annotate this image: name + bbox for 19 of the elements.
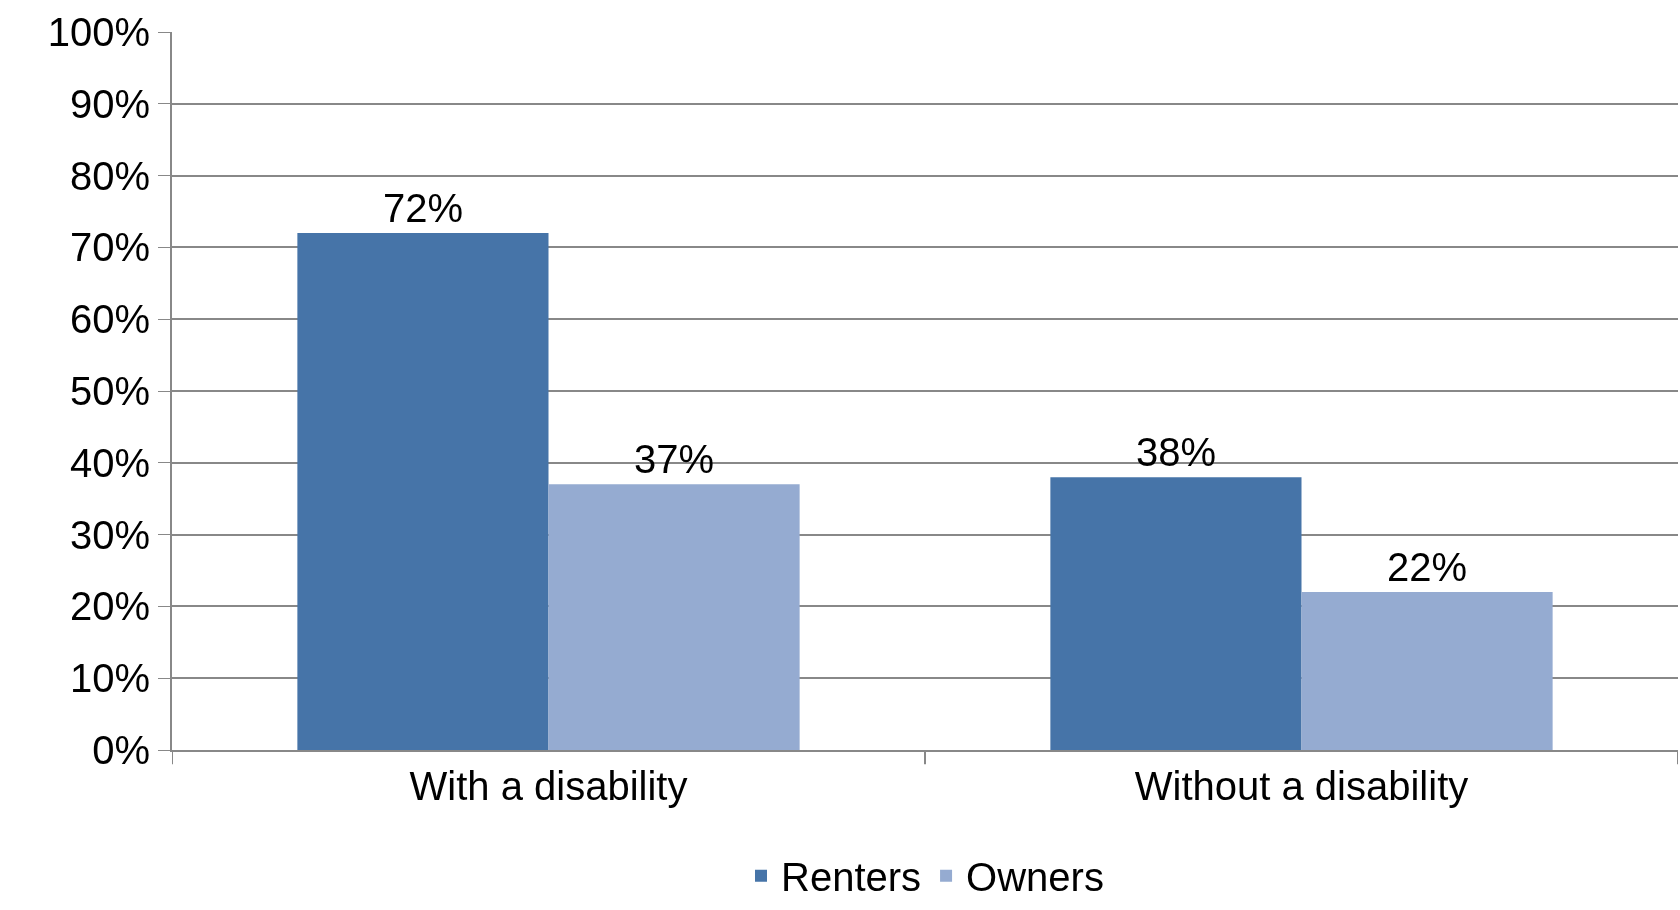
y-tick-label: 0% (92, 728, 150, 772)
y-tick-label: 30% (69, 512, 150, 557)
x-tick-label: With a disability (409, 764, 688, 808)
y-tick-label: 40% (69, 440, 150, 485)
y-tick-label: 10% (69, 656, 150, 701)
y-tick-label: 90% (69, 81, 150, 126)
data-label: 72% (382, 186, 463, 231)
legend-label: Renters (781, 855, 922, 900)
y-tick-label: 70% (69, 225, 150, 270)
data-label: 38% (1135, 430, 1216, 475)
y-tick-label: 100% (47, 10, 150, 54)
legend-label: Owners (966, 855, 1104, 900)
data-label: 37% (634, 437, 715, 482)
y-tick-label: 80% (69, 153, 150, 198)
y-tick-label: 60% (69, 297, 150, 342)
y-tick-label: 50% (69, 369, 150, 413)
x-tick-label: Without a disability (1134, 764, 1469, 808)
y-tick-label: 20% (69, 584, 150, 629)
data-label: 22% (1387, 545, 1468, 590)
